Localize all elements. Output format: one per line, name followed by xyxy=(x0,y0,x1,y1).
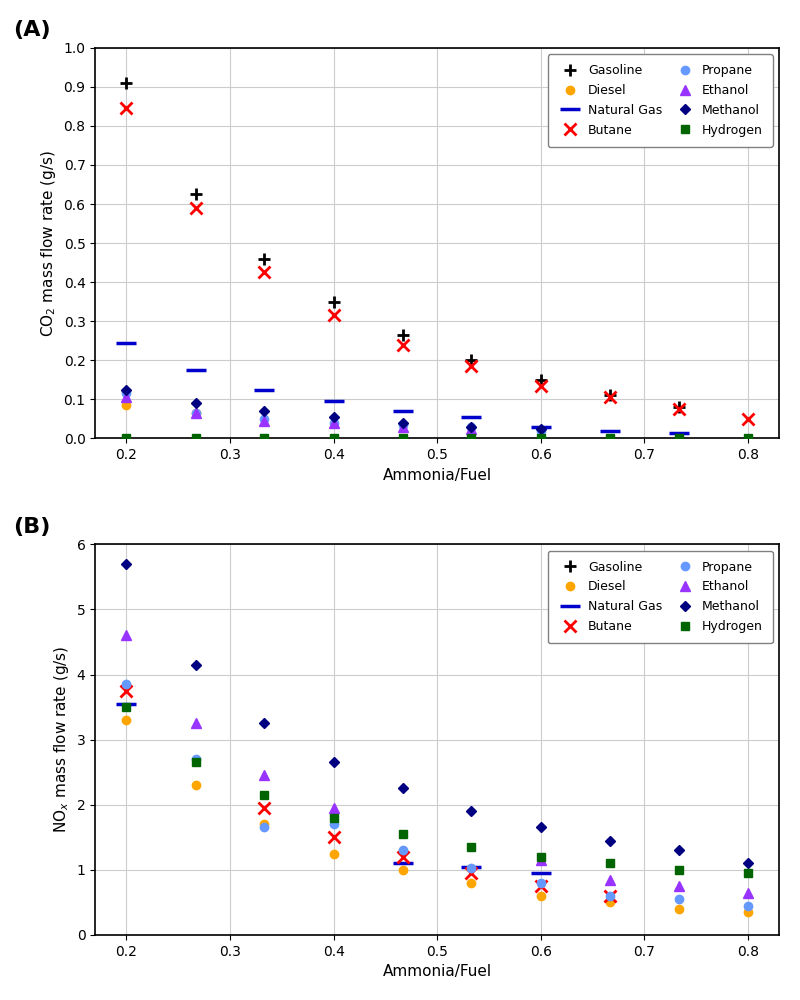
X-axis label: Ammonia/Fuel: Ammonia/Fuel xyxy=(382,964,492,979)
X-axis label: Ammonia/Fuel: Ammonia/Fuel xyxy=(382,468,492,483)
Legend: Gasoline, Diesel, Natural Gas, Butane, Propane, Ethanol, Methanol, Hydrogen: Gasoline, Diesel, Natural Gas, Butane, P… xyxy=(548,551,773,643)
Y-axis label: CO$_2$ mass flow rate (g/s): CO$_2$ mass flow rate (g/s) xyxy=(39,149,58,337)
Y-axis label: NO$_x$ mass flow rate (g/s): NO$_x$ mass flow rate (g/s) xyxy=(52,646,71,833)
Legend: Gasoline, Diesel, Natural Gas, Butane, Propane, Ethanol, Methanol, Hydrogen: Gasoline, Diesel, Natural Gas, Butane, P… xyxy=(548,54,773,147)
Text: (A): (A) xyxy=(13,20,50,40)
Text: (B): (B) xyxy=(13,517,50,537)
